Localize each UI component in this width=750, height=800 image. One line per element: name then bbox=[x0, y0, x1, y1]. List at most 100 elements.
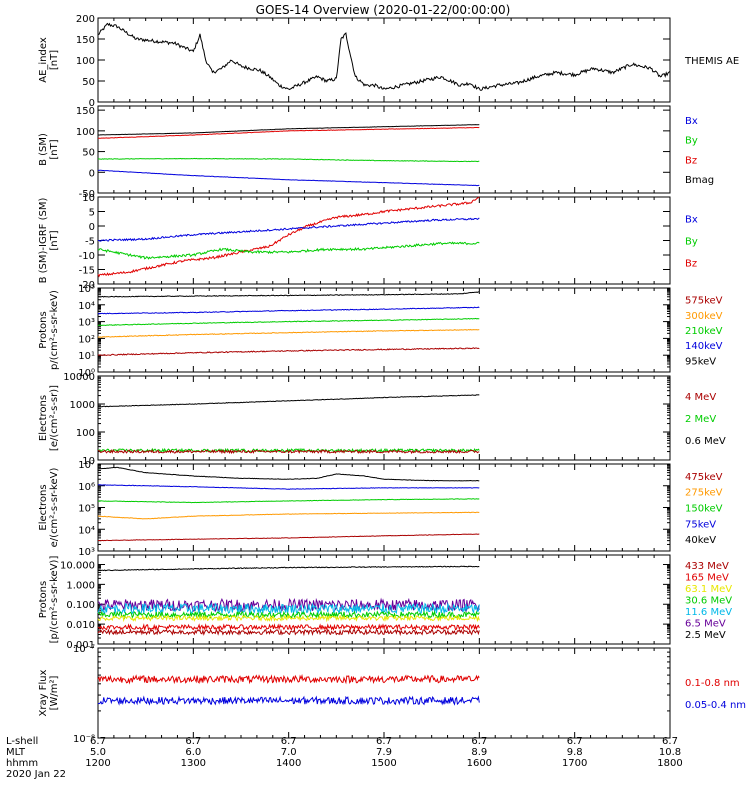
legend-entry: Bz bbox=[685, 155, 697, 166]
series-line-140kev bbox=[97, 306, 480, 315]
footer-row-label: MLT bbox=[6, 747, 26, 758]
y-tick-label: 10³ bbox=[78, 318, 95, 329]
y-axis-label: p/(cm²-s-sr-keV) bbox=[49, 290, 60, 370]
series-line-40kev bbox=[97, 466, 480, 482]
footer-hhmm-value: 1400 bbox=[276, 758, 301, 769]
legend-entry: 140keV bbox=[685, 341, 723, 352]
legend-entry: 275keV bbox=[685, 488, 723, 499]
y-tick-label: 10² bbox=[78, 334, 95, 345]
panel-electrons_kev: 10³ 10⁴ 10⁵ 10⁶ 10⁷ Electrons e/(cm²-s-sr-keV)… bbox=[38, 460, 723, 558]
footer-row-label: L-shell bbox=[6, 736, 38, 747]
series-line-bz bbox=[98, 126, 480, 139]
legend-entry: 11.6 MeV bbox=[685, 607, 732, 618]
footer-lshell-value: 6.7 bbox=[662, 736, 678, 747]
y-tick-label: 10 bbox=[82, 456, 95, 467]
legend-entry: 2.5 MeV bbox=[685, 630, 726, 641]
legend-entry: Bx bbox=[685, 116, 698, 127]
footer-hhmm-value: 1300 bbox=[181, 758, 206, 769]
y-tick-label: 100 bbox=[76, 127, 95, 138]
series-line-30-6-mev bbox=[97, 609, 480, 620]
series-line-2-mev bbox=[97, 447, 480, 454]
y-tick-label: 10⁵ bbox=[78, 284, 95, 295]
series-line-bz bbox=[97, 196, 480, 278]
footer-hhmm-value: 1600 bbox=[467, 758, 492, 769]
y-axis-label: e/(cm²-s-sr-keV) bbox=[49, 468, 60, 548]
y-tick-label: 10⁰ bbox=[78, 368, 95, 379]
panel-frame bbox=[97, 17, 671, 103]
legend-entry: 40keV bbox=[685, 535, 716, 546]
footer-mlt-value: 10.8 bbox=[659, 747, 681, 758]
legend-entry: 210keV bbox=[685, 326, 723, 337]
y-tick-label: -20 bbox=[79, 280, 95, 291]
series-line-0-6-mev bbox=[97, 394, 480, 408]
y-axis-label: [nT] bbox=[49, 230, 60, 250]
panel-frame bbox=[97, 375, 671, 461]
y-tick-label: 10⁻⁷ bbox=[73, 644, 95, 655]
y-axis-label: Electrons bbox=[38, 395, 49, 441]
panel-b_sm: -50 0 50 100 150 B (SM) [nT] Bx By Bz Bmag bbox=[38, 105, 714, 200]
footer-lshell-value: 6.7 bbox=[90, 736, 106, 747]
panel-protons_mev: 0.001 0.010 0.100 1.000 10.000 Protons [p/(cm²… bbox=[38, 554, 732, 651]
y-tick-label: 0 bbox=[89, 98, 95, 109]
y-tick-label: 10⁷ bbox=[78, 460, 95, 471]
series-line-themis-ae bbox=[97, 22, 671, 91]
y-tick-label: 0.100 bbox=[66, 600, 95, 611]
y-tick-label: 100 bbox=[76, 56, 95, 67]
y-axis-label: [nT] bbox=[49, 139, 60, 159]
series-line-bmag bbox=[98, 124, 480, 136]
footer-lshell-value: 6.7 bbox=[376, 736, 392, 747]
y-axis-label: B (SM)-IGRF (SM) bbox=[38, 198, 49, 284]
y-tick-label: 10.000 bbox=[60, 560, 95, 571]
footer-mlt-value: 7.0 bbox=[281, 747, 297, 758]
series-line-433-mev bbox=[97, 627, 480, 637]
y-tick-label: 10 bbox=[82, 193, 95, 204]
footer-row-label: 2020 Jan 22 bbox=[6, 769, 66, 780]
y-tick-label: 10⁶ bbox=[78, 482, 95, 493]
footer-hhmm-value: 1800 bbox=[657, 758, 682, 769]
legend-entry: By bbox=[685, 136, 698, 147]
footer-lshell-value: 6.7 bbox=[471, 736, 487, 747]
series-line-75kev bbox=[97, 484, 480, 490]
y-tick-label: 150 bbox=[76, 35, 95, 46]
footer-lshell-value: 6.7 bbox=[185, 736, 201, 747]
legend-entry: 300keV bbox=[685, 311, 723, 322]
legend-entry: 6.5 MeV bbox=[685, 619, 726, 630]
y-axis-label: Electrons bbox=[38, 484, 49, 530]
series-line-210kev bbox=[97, 317, 480, 327]
y-axis-label: [nT] bbox=[49, 50, 60, 70]
y-axis-label: [e/(cm²-s-sr)] bbox=[49, 385, 60, 451]
series-line-165-mev bbox=[97, 623, 480, 632]
y-tick-label: 0.001 bbox=[66, 640, 95, 651]
y-axis-label: Protons bbox=[38, 311, 49, 348]
series-line-275kev bbox=[97, 511, 480, 520]
y-axis-label: B (SM) bbox=[38, 133, 49, 166]
y-axis-label: Protons bbox=[38, 581, 49, 618]
y-tick-label: 0.010 bbox=[66, 620, 95, 631]
series-line-by bbox=[97, 241, 480, 260]
legend-entry: Bx bbox=[685, 215, 698, 226]
footer-hhmm-value: 1200 bbox=[85, 758, 110, 769]
series-line-2-5-mev bbox=[97, 565, 480, 572]
legend-entry: Bz bbox=[685, 259, 697, 270]
panel-frame bbox=[97, 463, 671, 552]
y-tick-label: -15 bbox=[79, 266, 95, 277]
panel-frame bbox=[97, 554, 671, 645]
legend-entry: 30.6 MeV bbox=[685, 596, 732, 607]
legend-entry: 0.6 MeV bbox=[685, 436, 726, 447]
series-line-11-6-mev bbox=[97, 602, 480, 616]
footer-mlt-value: 8.9 bbox=[471, 747, 487, 758]
series-line-475kev bbox=[98, 533, 480, 542]
chart-title: GOES-14 Overview (2020-01-22/00:00:00) bbox=[256, 3, 511, 17]
legend-entry: By bbox=[685, 237, 698, 248]
y-tick-label: 10⁴ bbox=[78, 301, 95, 312]
footer-row-label: hhmm bbox=[6, 758, 38, 769]
legend-entry: 0.1-0.8 nm bbox=[685, 678, 740, 689]
y-axis-label: AE_index bbox=[38, 37, 49, 83]
y-tick-label: 10⁻⁸ bbox=[73, 734, 95, 745]
panel-frame bbox=[97, 647, 671, 739]
footer-mlt-value: 5.0 bbox=[90, 747, 106, 758]
y-tick-label: 50 bbox=[82, 77, 95, 88]
legend-entry: 150keV bbox=[685, 504, 723, 515]
